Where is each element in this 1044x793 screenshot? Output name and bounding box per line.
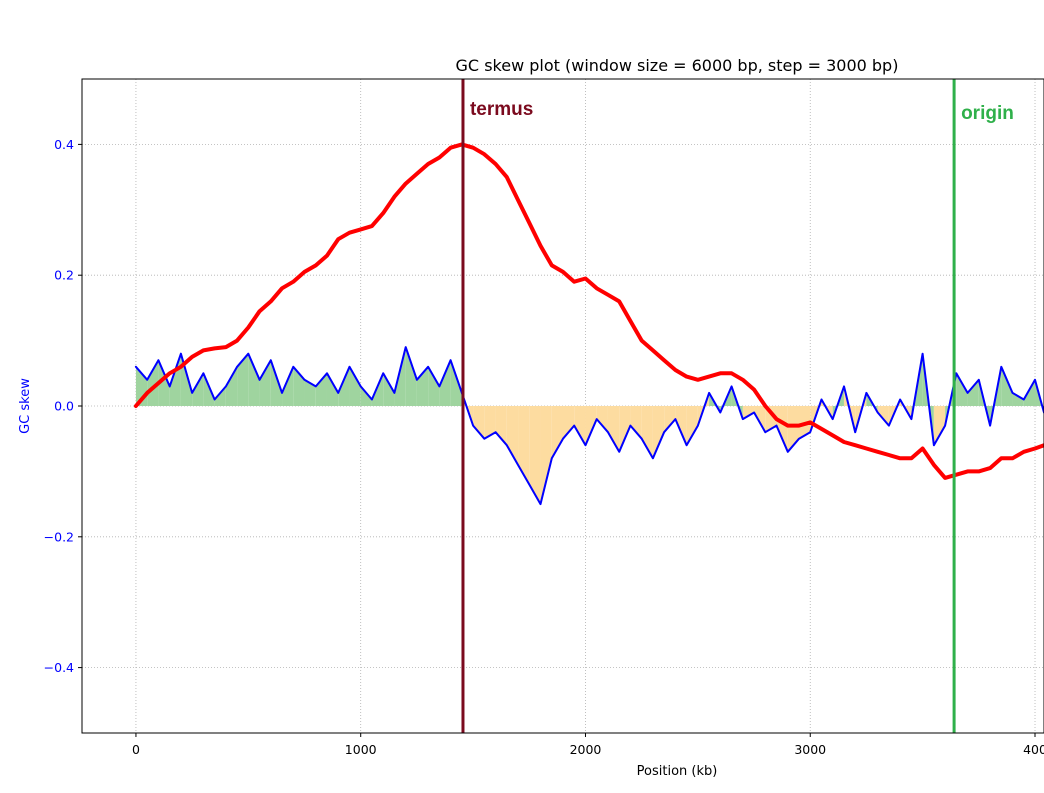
skew-fill-segment <box>574 406 586 446</box>
skew-fill-segment <box>652 406 665 459</box>
skew-fill-segment <box>259 360 271 406</box>
series-lines <box>133 142 1044 506</box>
gc-skew-line <box>134 346 1044 506</box>
y-tick-label: −0.4 <box>44 660 74 675</box>
skew-fill-segment <box>147 360 159 406</box>
x-tick-label: 3000 <box>794 742 826 757</box>
y-tick-label: 0.2 <box>54 268 74 283</box>
skew-fill-segment <box>237 353 249 406</box>
x-tick-label: 1000 <box>345 742 377 757</box>
skew-fill-segment <box>686 406 698 446</box>
skew-fill-segment <box>787 406 800 452</box>
x-tick-label: 400 <box>1023 742 1044 757</box>
skew-fill-segment <box>742 406 755 420</box>
skew-fill-segment <box>967 379 979 406</box>
skew-fill-segment <box>551 406 563 459</box>
skew-fill-segment <box>484 406 496 439</box>
skew-fill-segment <box>506 406 519 465</box>
skew-fill-segment <box>675 406 687 446</box>
skew-fill-segment <box>619 406 631 452</box>
skew-fill-segment <box>214 386 226 406</box>
skew-fill-segment <box>563 406 575 439</box>
skew-fill-segment <box>1012 392 1024 406</box>
skew-fill-segment <box>956 373 968 406</box>
skew-fill-segment <box>248 353 260 406</box>
skew-fill-segment <box>428 366 440 406</box>
skew-fill-segment <box>304 379 316 406</box>
skew-fill-segment <box>1001 366 1013 406</box>
skew-fill-segment <box>495 406 507 446</box>
x-axis-label: Position (kb) <box>637 764 718 779</box>
x-axis-ticks: 0 1000 2000 3000 400 <box>132 733 1044 757</box>
y-tick-label: 0.0 <box>54 399 74 414</box>
y-axis-label: GC skew <box>18 378 33 434</box>
skew-fill-area <box>135 347 1044 505</box>
y-tick-label: −0.2 <box>44 529 74 544</box>
skew-fill-segment <box>765 406 777 433</box>
skew-fill-segment <box>338 366 350 406</box>
skew-fill-segment <box>360 386 372 406</box>
skew-fill-segment <box>529 406 541 505</box>
skew-fill-segment <box>450 360 462 406</box>
chart-title: GC skew plot (window size = 6000 bp, ste… <box>456 56 899 75</box>
marker-lines: termus origin <box>461 79 1014 733</box>
skew-fill-segment <box>473 406 485 439</box>
skew-fill-segment <box>158 360 170 406</box>
skew-fill-segment <box>630 406 642 439</box>
x-tick-label: 2000 <box>570 742 602 757</box>
skew-fill-segment <box>192 373 204 406</box>
skew-fill-segment <box>315 373 327 406</box>
termus-label: termus <box>470 99 533 120</box>
skew-fill-segment <box>776 406 788 452</box>
skew-fill-segment <box>225 366 238 406</box>
x-tick-label: 0 <box>132 742 140 757</box>
origin-label: origin <box>961 103 1014 124</box>
skew-fill-segment <box>540 406 552 505</box>
skew-fill-segment <box>270 360 283 406</box>
skew-fill-segment <box>664 406 676 433</box>
cumulative-skew-line <box>133 142 1044 480</box>
skew-fill-segment <box>405 347 417 406</box>
skew-fill-segment <box>607 406 620 452</box>
skew-fill-segment <box>877 406 889 426</box>
y-axis-ticks: −0.4 −0.2 0.0 0.2 0.4 <box>44 137 82 675</box>
skew-fill-segment <box>326 373 339 406</box>
skew-fill-segment <box>349 366 361 406</box>
skew-fill-segment <box>383 373 395 406</box>
skew-fill-segment <box>596 406 608 433</box>
skew-fill-segment <box>293 366 305 406</box>
skew-fill-segment <box>585 406 597 446</box>
skew-fill-segment <box>416 366 429 406</box>
skew-fill-segment <box>641 406 653 459</box>
skew-fill-segment <box>933 406 946 446</box>
skew-fill-segment <box>518 406 530 485</box>
skew-fill-segment <box>439 360 451 406</box>
y-tick-label: 0.4 <box>54 137 74 152</box>
skew-fill-segment <box>282 366 294 406</box>
